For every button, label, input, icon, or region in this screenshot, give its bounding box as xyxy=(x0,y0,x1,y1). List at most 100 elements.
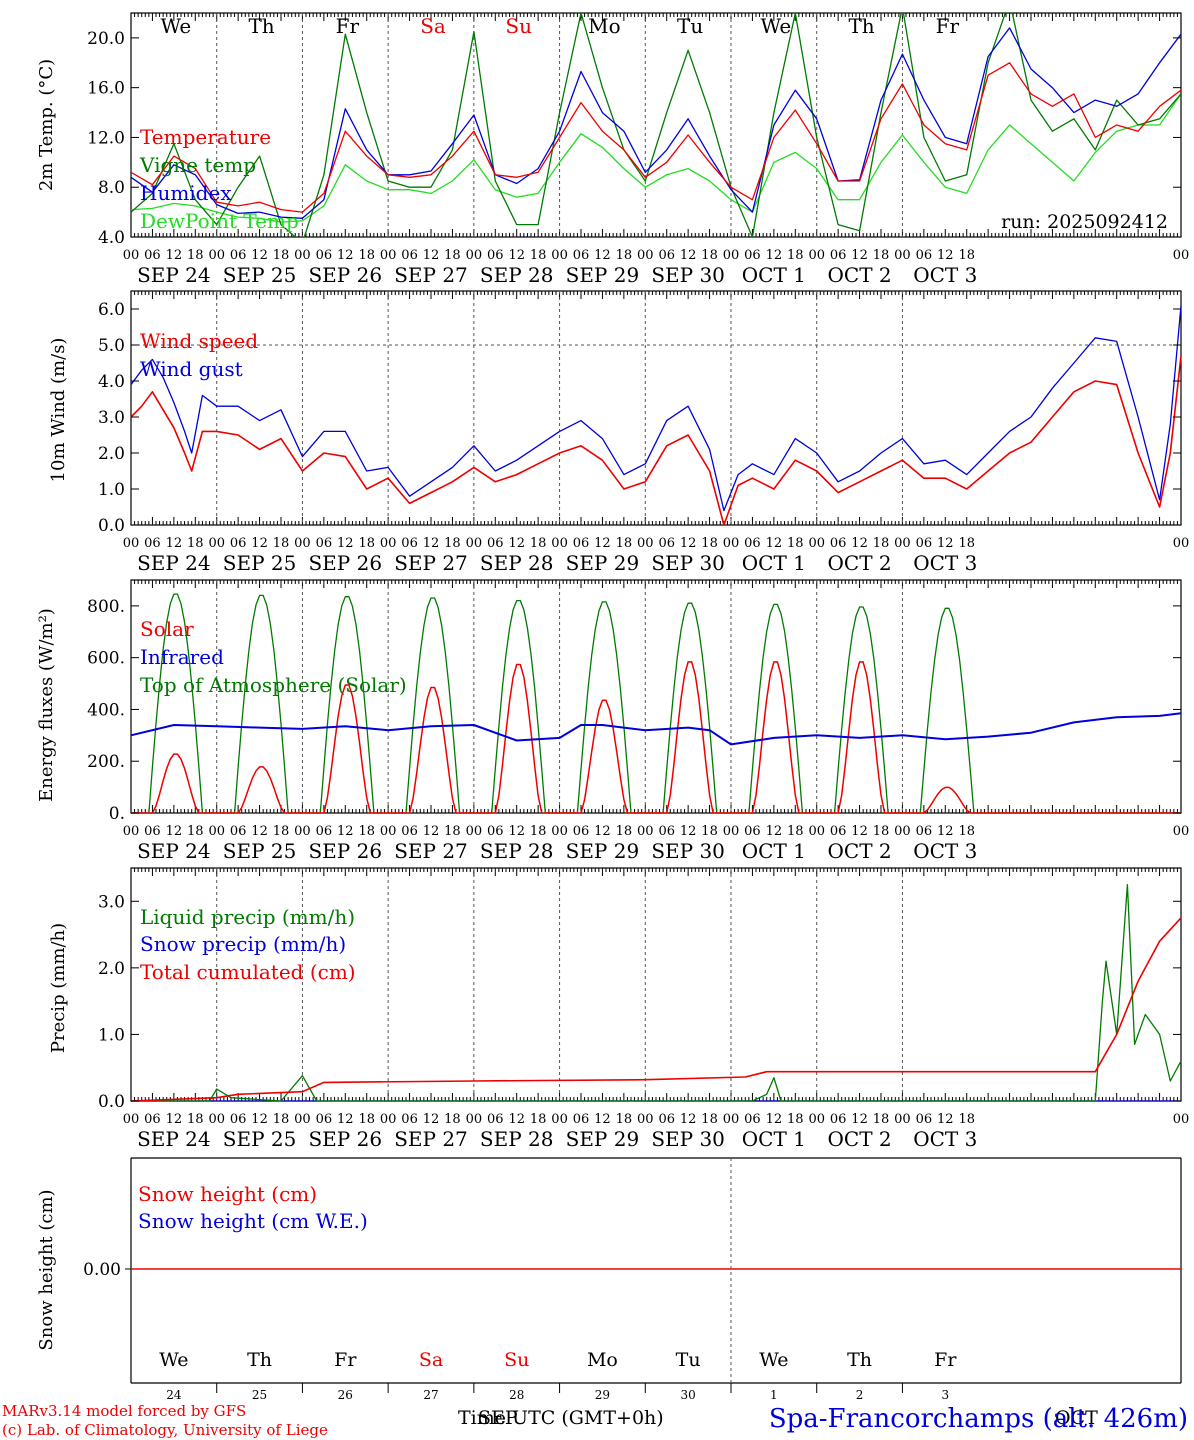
hour-tick-label: 00 xyxy=(294,1112,311,1127)
y-tick-label: 6.0 xyxy=(98,300,125,320)
hour-tick-label: 00 xyxy=(723,824,740,839)
date-label: SEP 26 xyxy=(308,263,382,287)
liquid-precip-line xyxy=(131,883,1182,1102)
hour-tick-label: 00 xyxy=(637,1112,654,1127)
hour-tick-label: 12 xyxy=(508,248,525,263)
hour-tick-label: 18 xyxy=(873,824,890,839)
legend-label: Snow precip (mm/h) xyxy=(140,932,346,956)
hour-tick-label: 18 xyxy=(873,1112,890,1127)
y-tick-label: 0.0 xyxy=(98,516,125,536)
hour-tick-label: 00 xyxy=(808,824,825,839)
hour-tick-label: 06 xyxy=(744,1112,761,1127)
day-name: Su xyxy=(505,14,532,38)
hour-tick-label: 18 xyxy=(701,1112,718,1127)
hour-tick-label: 06 xyxy=(573,248,590,263)
day-name: Tu xyxy=(676,1349,701,1371)
y-tick-label: 2.0 xyxy=(98,959,125,979)
hour-tick-label: 18 xyxy=(616,1112,633,1127)
date-label: OCT 1 xyxy=(742,551,806,575)
hour-tick-label: 18 xyxy=(787,248,804,263)
hour-tick-label: 12 xyxy=(337,1112,354,1127)
date-label: SEP 24 xyxy=(137,263,211,287)
hour-tick-label: 00 xyxy=(551,1112,568,1127)
day-name: We xyxy=(159,1349,188,1371)
hour-tick-label: 06 xyxy=(744,536,761,551)
hour-tick-label: 00 xyxy=(551,824,568,839)
hour-tick-label: 18 xyxy=(530,248,547,263)
hour-tick-label: 06 xyxy=(316,1112,333,1127)
day-name: We xyxy=(760,14,791,38)
hour-tick-label: 00 xyxy=(466,248,483,263)
legend-label: Temperature xyxy=(140,125,271,149)
hour-tick-label: 12 xyxy=(851,824,868,839)
hour-tick-label: 12 xyxy=(508,1112,525,1127)
y-tick-label: 20.0 xyxy=(87,29,125,49)
y-tick-label: 16.0 xyxy=(87,79,125,99)
date-label: SEP 28 xyxy=(480,1127,554,1151)
hour-tick-label: 12 xyxy=(337,824,354,839)
time-axis-label: Time UTC (GMT+0h) xyxy=(458,1407,664,1429)
solar-line xyxy=(131,661,1181,814)
y-tick-label: 800. xyxy=(87,597,125,617)
hour-tick-label: 00 xyxy=(637,824,654,839)
date-label: OCT 2 xyxy=(828,1127,892,1151)
hour-tick-label: 06 xyxy=(401,248,418,263)
hour-tick-label: 06 xyxy=(658,824,675,839)
hour-tick-label: 18 xyxy=(273,1112,290,1127)
hour-tick-label: 12 xyxy=(680,248,697,263)
panel-frame xyxy=(130,12,1182,238)
hour-tick-label: 00 xyxy=(466,824,483,839)
hour-tick-label: 12 xyxy=(337,536,354,551)
hour-tick-label: 06 xyxy=(316,248,333,263)
day-name: Th xyxy=(248,14,274,38)
date-label: SEP 30 xyxy=(651,551,725,575)
hour-tick-label: 06 xyxy=(401,824,418,839)
day-name: Mo xyxy=(588,14,621,38)
hour-tick-label: 18 xyxy=(616,536,633,551)
hour-tick-label: 00 xyxy=(637,248,654,263)
day-name: Sa xyxy=(419,1349,443,1371)
day-name: Th xyxy=(847,1349,872,1371)
legend-label: Wind gust xyxy=(140,357,243,381)
y-tick-label: 12.0 xyxy=(87,128,125,148)
hour-tick-label: 18 xyxy=(530,824,547,839)
date-label: OCT 3 xyxy=(913,1127,977,1151)
hour-tick-label: 18 xyxy=(701,824,718,839)
hour-tick-label: 00 xyxy=(551,248,568,263)
hour-tick-label: 18 xyxy=(701,248,718,263)
legend-label: Snow height (cm W.E.) xyxy=(138,1209,368,1233)
date-label: SEP 24 xyxy=(137,839,211,863)
hour-tick-label: 12 xyxy=(423,536,440,551)
hour-tick-label: 06 xyxy=(230,536,247,551)
day-number: 2 xyxy=(856,1388,864,1402)
day-name: Fr xyxy=(334,1349,357,1371)
hour-tick-label: 18 xyxy=(358,1112,375,1127)
series-line-green xyxy=(131,13,1181,237)
day-number: 30 xyxy=(681,1388,696,1402)
hour-tick-label: 06 xyxy=(916,1112,933,1127)
hour-tick-label: 00 xyxy=(208,824,225,839)
hour-tick-label: 12 xyxy=(766,824,783,839)
hour-tick-label: 06 xyxy=(744,824,761,839)
date-label: SEP 28 xyxy=(480,263,554,287)
hour-tick-label: 00 xyxy=(123,824,140,839)
hour-tick-label: 12 xyxy=(680,824,697,839)
hour-tick-label: 12 xyxy=(166,248,183,263)
legend-label: DewPoint Temp xyxy=(140,209,299,233)
hour-tick-label: 12 xyxy=(166,1112,183,1127)
hour-tick-label: 00 xyxy=(208,536,225,551)
hour-tick-label: 12 xyxy=(937,248,954,263)
y-tick-label: 4.0 xyxy=(98,228,125,248)
wind-gust-line xyxy=(130,305,1182,512)
hour-tick-label: 12 xyxy=(508,824,525,839)
hour-tick-label: 18 xyxy=(187,248,204,263)
date-label: SEP 24 xyxy=(137,551,211,575)
day-number: 27 xyxy=(423,1388,438,1402)
y-tick-label: 200. xyxy=(87,752,125,772)
hour-tick-label: 00 xyxy=(808,536,825,551)
legend-label: Humidex xyxy=(140,181,232,205)
y-tick-label: 400. xyxy=(87,700,125,720)
date-label: SEP 25 xyxy=(223,263,297,287)
hour-tick-label: 00 xyxy=(123,248,140,263)
y-axis-label: 10m Wind (m/s) xyxy=(48,338,69,483)
